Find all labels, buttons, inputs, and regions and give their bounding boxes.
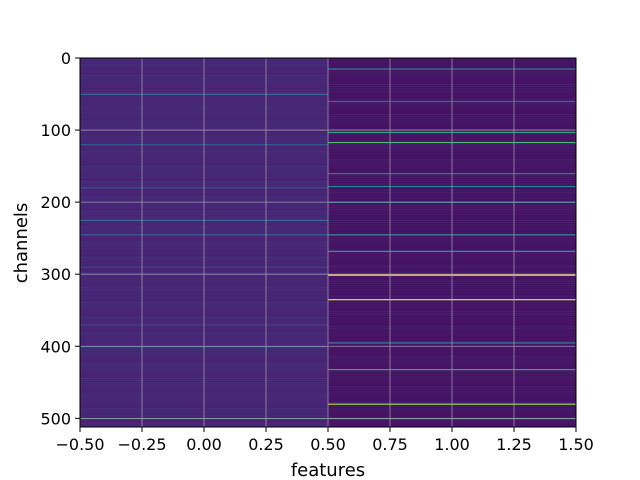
y-tick-label: 400 <box>40 337 71 356</box>
y-axis-title: channels <box>11 203 32 284</box>
x-tick-label: 0.25 <box>248 435 284 454</box>
x-tick-label: −0.50 <box>55 435 104 454</box>
x-tick-label: 1.25 <box>496 435 532 454</box>
y-tick-label: 200 <box>40 193 71 212</box>
y-axis-ticks: 0 100 200 300 400 500 <box>40 49 80 428</box>
y-tick-label: 0 <box>61 49 71 68</box>
x-tick-label: 1.00 <box>434 435 470 454</box>
y-tick-label: 500 <box>40 409 71 428</box>
y-tick-label: 300 <box>40 265 71 284</box>
x-tick-label: 0.50 <box>310 435 346 454</box>
x-tick-label: 0.00 <box>186 435 222 454</box>
x-tick-label: 0.75 <box>372 435 408 454</box>
x-tick-label: −0.25 <box>117 435 166 454</box>
x-axis-title: features <box>291 460 365 480</box>
y-tick-label: 100 <box>40 121 71 140</box>
x-axis-ticks: −0.50 −0.25 0.00 0.25 0.50 0.75 1.00 1.25 1.50 <box>55 427 594 454</box>
x-tick-label: 1.50 <box>558 435 594 454</box>
